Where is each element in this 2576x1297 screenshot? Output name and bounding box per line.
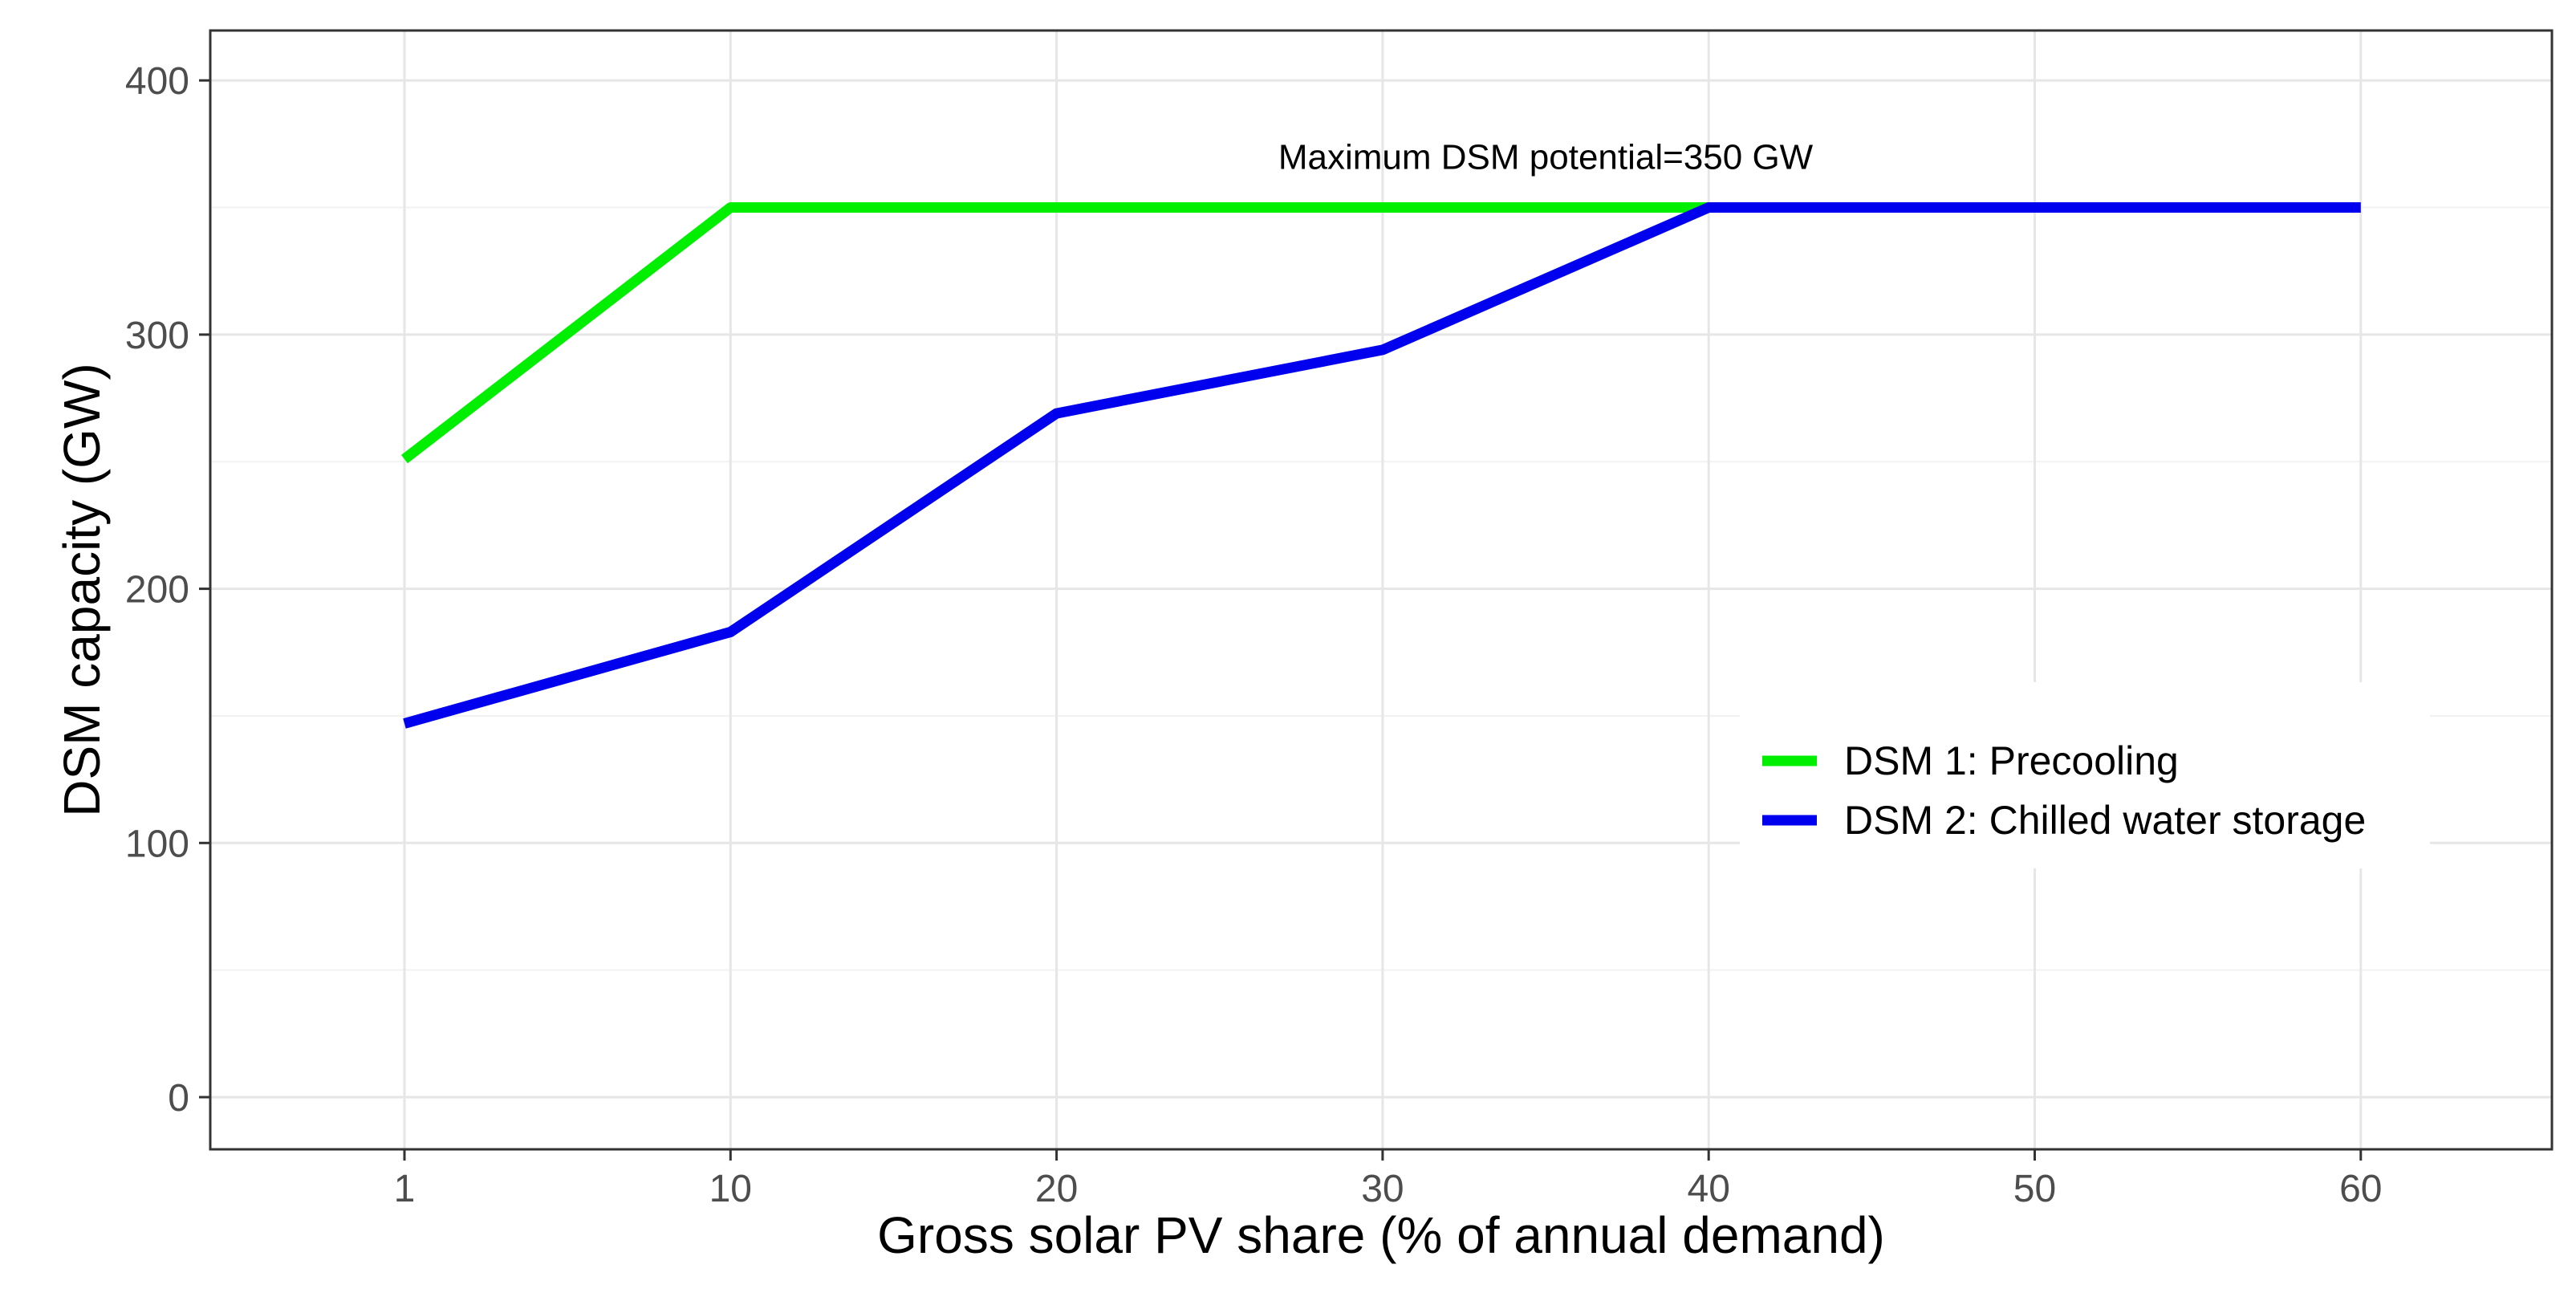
- x-tick-label: 40: [1688, 1168, 1730, 1210]
- x-axis-title: Gross solar PV share (% of annual demand…: [877, 1206, 1885, 1264]
- x-tick-label: 10: [709, 1168, 752, 1210]
- x-tick-label: 60: [2339, 1168, 2382, 1210]
- annotation-layer: Maximum DSM potential=350 GW: [1278, 138, 1814, 177]
- y-tick-label: 400: [125, 60, 189, 103]
- legend-label-2: DSM 2: Chilled water storage: [1844, 798, 2366, 843]
- legend: DSM 1: Precooling DSM 2: Chilled water st…: [1740, 682, 2430, 868]
- x-tick-label: 20: [1035, 1168, 1078, 1210]
- grid-layer: [210, 30, 2552, 1149]
- legend-label-1: DSM 1: Precooling: [1844, 738, 2179, 783]
- x-tick-label: 1: [394, 1168, 416, 1210]
- x-tick-label: 30: [1361, 1168, 1404, 1210]
- annotation-max-dsm: Maximum DSM potential=350 GW: [1278, 138, 1814, 177]
- y-tick-label: 0: [168, 1077, 189, 1120]
- y-tick-label: 200: [125, 569, 189, 612]
- x-tick-label: 50: [2013, 1168, 2056, 1210]
- y-axis-title: DSM capacity (GW): [53, 363, 111, 816]
- y-tick-label: 100: [125, 823, 189, 865]
- y-tick-label: 300: [125, 315, 189, 357]
